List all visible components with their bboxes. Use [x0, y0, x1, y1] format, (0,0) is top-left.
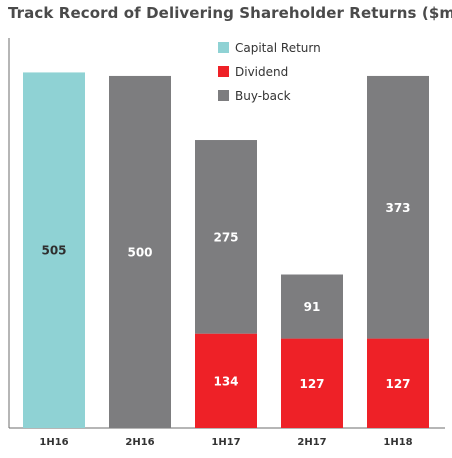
legend: Capital Return Dividend Buy-back: [218, 41, 321, 103]
bar-capital-return-1h16: [23, 72, 85, 428]
legend-label-dividend: Dividend: [235, 65, 288, 79]
chart-title: Track Record of Delivering Shareholder R…: [8, 4, 452, 22]
bars-group: 505 500 134 275 127 91 127 373: [23, 72, 429, 428]
legend-swatch-capital-return: [218, 42, 229, 53]
bar-dividend-1h17: [195, 333, 257, 428]
data-label-buy-back-1h17: 275: [213, 230, 238, 244]
data-label-capital-return-1h16: 505: [41, 244, 66, 258]
bar-buy-back-1h18: [367, 75, 429, 339]
data-label-dividend-1h18: 127: [385, 377, 410, 391]
legend-swatch-dividend: [218, 66, 229, 77]
x-tick-labels: 1H16 2H16 1H17 2H17 1H18: [39, 437, 412, 448]
data-label-buy-back-2h17: 91: [304, 300, 321, 314]
bar-buy-back-2h17: [281, 274, 343, 339]
x-tick-label-1h18: 1H18: [383, 437, 412, 448]
x-tick-label-2h17: 2H17: [297, 437, 326, 448]
legend-label-capital-return: Capital Return: [235, 41, 321, 55]
x-tick-label-1h17: 1H17: [211, 437, 240, 448]
legend-swatch-buy-back: [218, 90, 229, 101]
bar-buy-back-1h17: [195, 140, 257, 334]
bar-dividend-2h17: [281, 338, 343, 428]
bar-dividend-1h18: [367, 338, 429, 428]
bar-buy-back-2h16: [109, 75, 171, 428]
data-label-dividend-1h17: 134: [213, 374, 238, 388]
data-label-dividend-2h17: 127: [299, 377, 324, 391]
legend-label-buy-back: Buy-back: [235, 89, 291, 103]
data-label-buy-back-1h18: 373: [385, 201, 410, 215]
x-tick-label-2h16: 2H16: [125, 437, 154, 448]
data-label-buy-back-2h16: 500: [127, 245, 152, 259]
x-tick-label-1h16: 1H16: [39, 437, 68, 448]
